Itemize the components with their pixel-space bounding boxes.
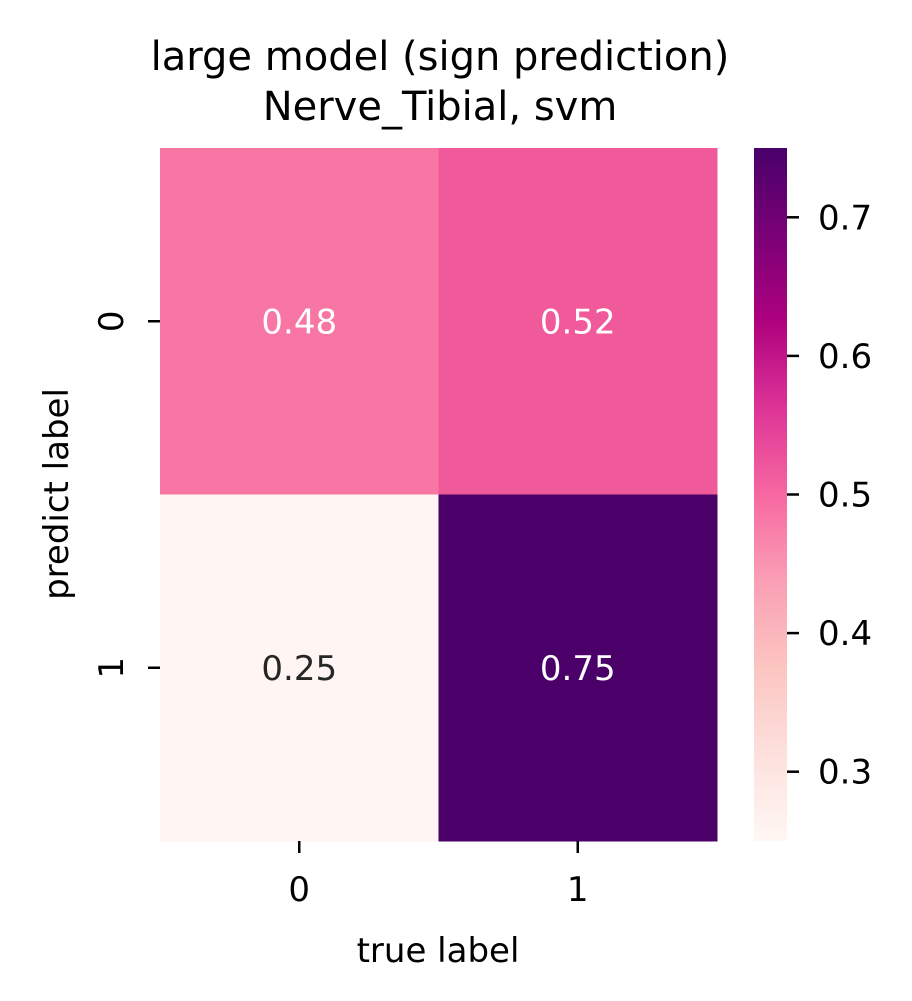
heatmap-cell [160, 148, 439, 495]
x-tick-label: 0 [288, 870, 310, 910]
y-tick-label: 1 [92, 657, 132, 679]
heatmap-cell [438, 494, 718, 842]
colorbar-tick-label: 0.5 [818, 476, 872, 516]
x-axis-label: true label [357, 931, 520, 971]
y-tick-label: 0 [92, 310, 132, 332]
chart-subtitle: Nerve_Tibial, svm [263, 84, 618, 130]
y-axis-ticks: 01 [92, 310, 160, 679]
colorbar [754, 148, 787, 841]
heatmap-cells: 0.48 0.52 0.25 0.75 [160, 148, 718, 842]
colorbar-tick-label: 0.6 [818, 337, 872, 377]
heatmap-cell [438, 148, 718, 495]
y-axis-label: predict label [37, 388, 77, 600]
cell-value-label: 0.48 [261, 302, 337, 342]
colorbar-tick-label: 0.3 [818, 753, 872, 793]
colorbar-tick-label: 0.4 [818, 614, 872, 654]
cell-value-label: 0.75 [540, 649, 616, 689]
chart-title: large model (sign prediction) [151, 34, 730, 80]
cell-value-label: 0.52 [540, 302, 616, 342]
colorbar-tick-label: 0.7 [818, 198, 872, 238]
colorbar-ticks: 0.3 0.4 0.5 0.6 0.7 [787, 198, 872, 793]
heatmap-cell [160, 494, 439, 842]
cell-value-label: 0.25 [261, 649, 337, 689]
x-tick-label: 1 [567, 870, 589, 910]
